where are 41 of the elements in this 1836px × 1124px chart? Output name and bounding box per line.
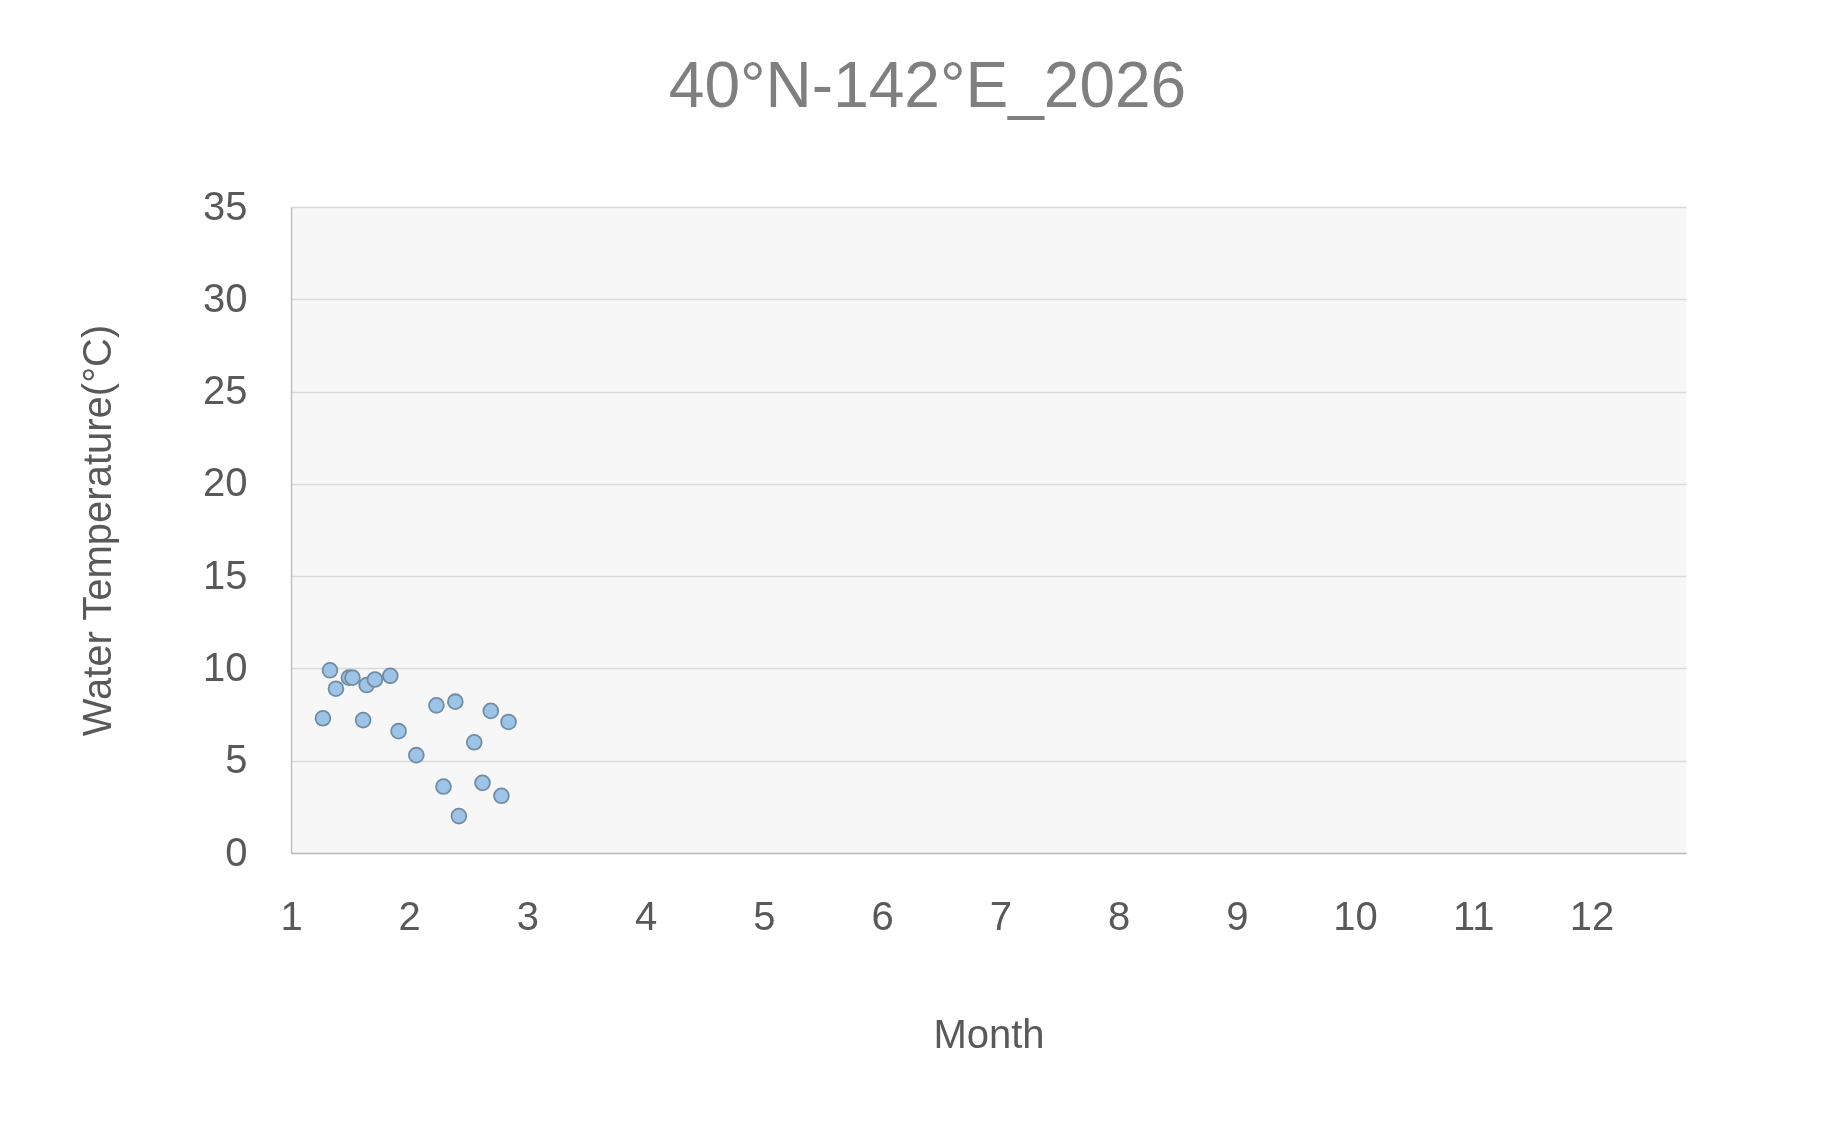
- y-tick-label: 5: [225, 737, 248, 782]
- point: [381, 667, 399, 685]
- point: [314, 709, 332, 727]
- point: [366, 671, 384, 688]
- point: [493, 787, 510, 805]
- y-tick-label: 30: [203, 275, 248, 320]
- x-tick-label: 1: [280, 893, 303, 938]
- point: [428, 697, 445, 714]
- point: [327, 680, 345, 698]
- point: [447, 693, 464, 710]
- x-tick-label: 4: [635, 893, 658, 938]
- y-tick-label: 20: [203, 460, 248, 505]
- point: [474, 774, 491, 792]
- x-tick-label: 5: [753, 893, 776, 938]
- point: [321, 661, 339, 679]
- y-tick-label: 0: [225, 829, 248, 874]
- x-tick-label: 10: [1333, 893, 1378, 938]
- y-tick-label: 10: [203, 644, 248, 689]
- chart-title: 40°N-142°E_2026: [668, 49, 1187, 121]
- x-tick-label: 11: [1452, 893, 1495, 938]
- x-tick-label: 3: [516, 893, 540, 938]
- point: [500, 713, 517, 731]
- point: [344, 669, 361, 686]
- y-tick-label: 15: [203, 552, 248, 597]
- point: [435, 778, 452, 795]
- x-tick-label: 12: [1569, 893, 1615, 938]
- point: [482, 702, 500, 720]
- x-tick-label: 8: [1107, 893, 1131, 938]
- point: [390, 722, 407, 740]
- point: [354, 711, 372, 729]
- y-tick-label: 35: [203, 183, 248, 228]
- x-axis-title: Month: [933, 1011, 1045, 1056]
- x-tick-label: 6: [871, 893, 894, 938]
- x-tick-label: 9: [1226, 893, 1249, 938]
- point: [465, 733, 483, 751]
- y-axis-title: Water Temperature(°C): [75, 324, 120, 737]
- x-tick-label: 2: [398, 893, 421, 938]
- point: [408, 746, 425, 764]
- point: [450, 807, 468, 825]
- y-tick-label: 25: [203, 368, 248, 413]
- x-tick-label: 7: [989, 893, 1012, 938]
